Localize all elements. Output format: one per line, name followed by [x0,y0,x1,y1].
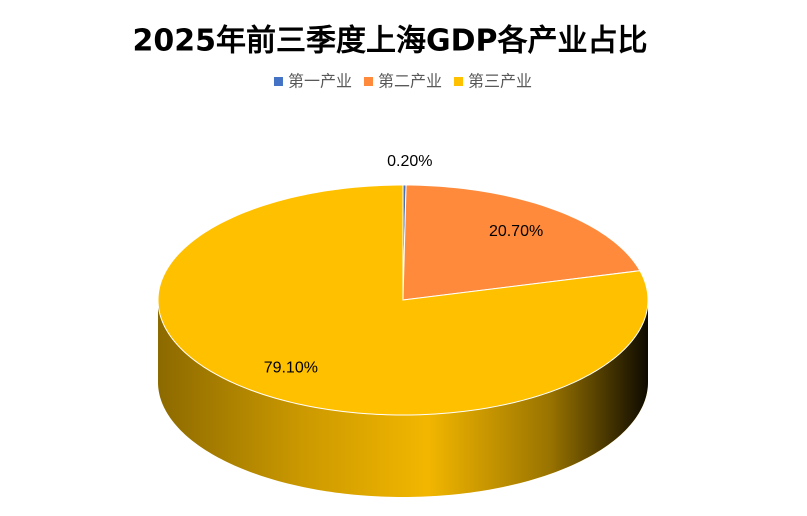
value-label: 79.10% [264,360,318,377]
legend-text: 第二产业 [378,72,442,91]
pie-slice [157,184,649,416]
legend-text: 第三产业 [468,72,532,91]
legend-text: 第一产业 [288,72,352,91]
chart-title: 2025年前三季度上海GDP各产业占比 [132,24,647,59]
value-label: 20.70% [489,223,543,240]
legend-marker [454,77,464,86]
value-label: 0.20% [387,153,432,170]
pie-side-shade [158,300,648,497]
legend-marker [273,77,283,86]
legend-marker [363,77,373,86]
pie-slice [402,184,641,301]
legend-items: 第一产业 第二产业 第三产业 [273,72,532,91]
pie: 0.20% 20.70% 79.10% [157,153,649,497]
legend: 第一产业 第二产业 第三产业 [273,72,532,91]
